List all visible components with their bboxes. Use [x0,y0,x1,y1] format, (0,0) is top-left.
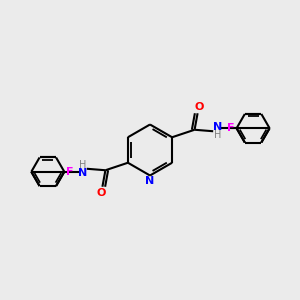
Text: F: F [66,167,74,177]
Text: N: N [146,176,154,186]
Text: H: H [79,160,86,170]
Text: N: N [78,168,87,178]
Text: O: O [96,188,106,198]
Text: F: F [227,123,235,133]
Text: N: N [213,122,222,132]
Text: H: H [214,130,221,140]
Text: O: O [194,102,204,112]
